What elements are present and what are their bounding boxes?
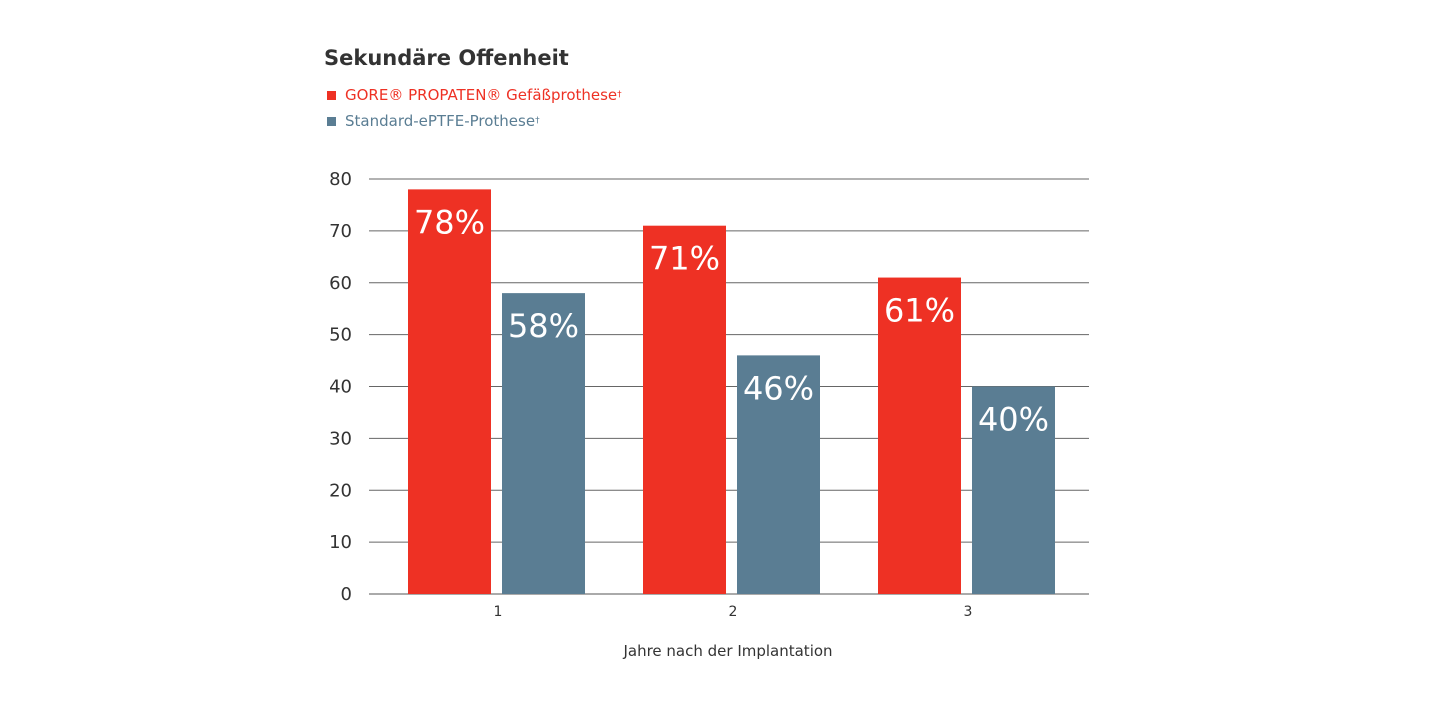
- y-tick-label: 20: [329, 480, 352, 501]
- data-label: 78%: [414, 203, 485, 241]
- legend-mark-gore: †: [617, 90, 622, 100]
- chart-title: Sekundäre Offenheit: [324, 46, 569, 70]
- legend-label-eptfe: Standard-ePTFE-Prothese: [345, 112, 536, 130]
- y-tick-label: 70: [329, 221, 352, 242]
- y-tick-label: 0: [341, 584, 352, 605]
- x-tick-label: 3: [964, 604, 973, 620]
- bar: [502, 293, 585, 594]
- bar: [643, 225, 726, 594]
- x-tick-label: 2: [729, 604, 738, 620]
- y-tick-label: 30: [329, 428, 352, 449]
- legend-swatch-eptfe: [327, 116, 336, 126]
- y-tick-label: 40: [329, 377, 352, 398]
- data-label: 71%: [649, 240, 720, 278]
- y-tick-label: 50: [329, 325, 352, 346]
- legend-item-eptfe: Standard-ePTFE-Prothese †: [327, 112, 540, 130]
- legend-item-gore: GORE® PROPATEN® Gefäßprothese †: [327, 86, 622, 104]
- y-tick-label: 10: [329, 532, 352, 553]
- y-tick-label: 60: [329, 273, 352, 294]
- data-label: 58%: [508, 307, 579, 345]
- data-label: 61%: [884, 292, 955, 330]
- bar: [737, 355, 820, 594]
- legend-swatch-gore: [327, 90, 336, 100]
- bar: [408, 189, 491, 594]
- x-tick-label: 1: [494, 604, 503, 620]
- data-label: 40%: [978, 401, 1049, 439]
- data-label: 46%: [743, 369, 814, 407]
- legend-mark-eptfe: †: [535, 116, 540, 126]
- legend-label-gore: GORE® PROPATEN® Gefäßprothese: [345, 86, 618, 104]
- bar: [972, 386, 1055, 594]
- bar: [878, 277, 961, 594]
- y-tick-label: 80: [329, 169, 352, 190]
- x-axis-label: Jahre nach der Implantation: [622, 642, 832, 660]
